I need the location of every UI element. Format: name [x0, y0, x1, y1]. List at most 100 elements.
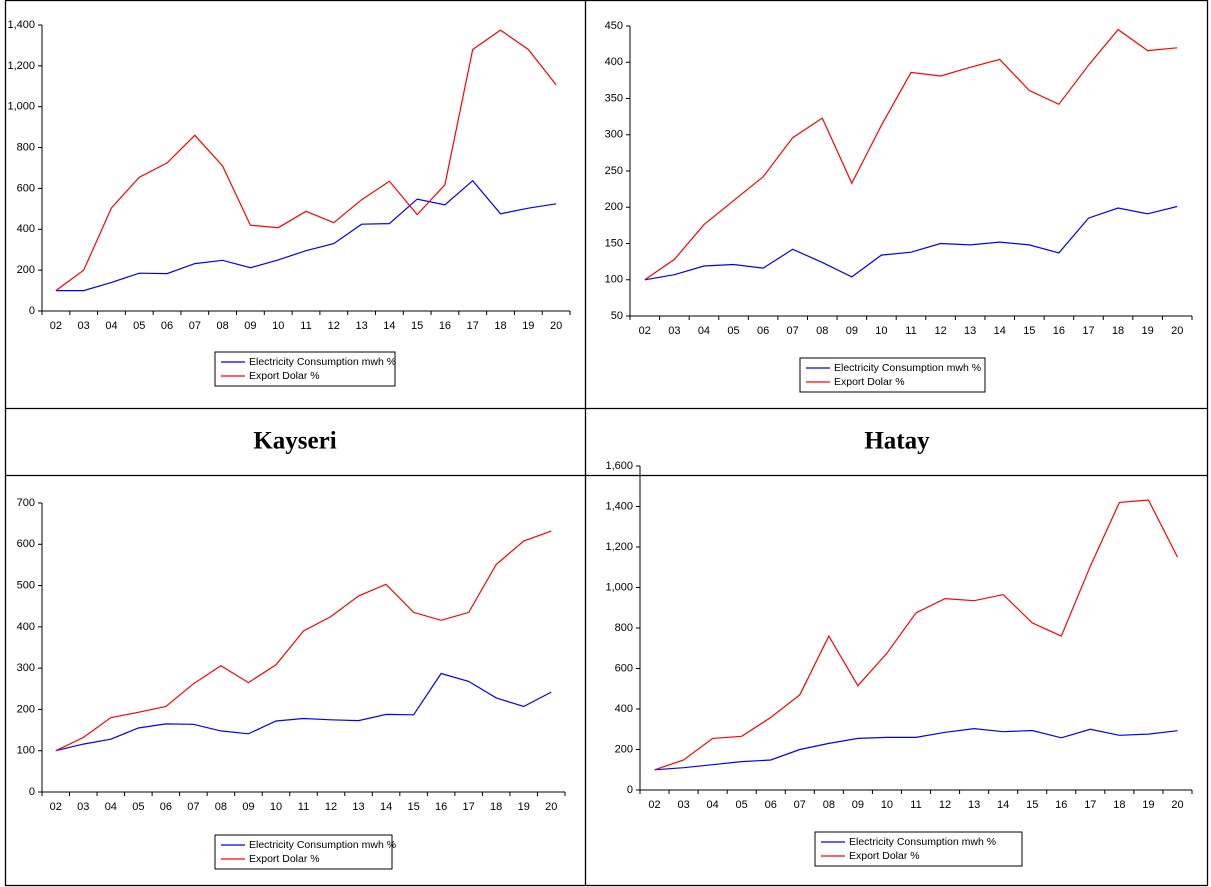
y-tick-label: 600	[17, 538, 35, 550]
x-tick-label: 02	[50, 320, 62, 332]
y-tick-label: 200	[17, 264, 35, 276]
y-tick-label: 200	[615, 743, 633, 755]
y-tick-label: 800	[615, 622, 633, 634]
y-tick-label: 300	[17, 662, 35, 674]
x-tick-label: 08	[217, 320, 229, 332]
x-tick-label: 14	[380, 801, 392, 813]
series-line	[55, 29, 557, 292]
x-tick-label: 16	[1053, 325, 1065, 337]
x-tick-label: 14	[994, 325, 1006, 337]
x-tick-label: 06	[160, 801, 172, 813]
x-tick-label: 19	[1142, 325, 1154, 337]
x-tick-label: 02	[639, 325, 651, 337]
series-line	[654, 499, 1179, 771]
x-tick-label: 11	[300, 320, 311, 332]
x-tick-label: 15	[407, 801, 419, 813]
x-tick-label: 06	[161, 320, 173, 332]
x-tick-label: 04	[105, 320, 117, 332]
x-tick-label: 06	[757, 325, 769, 337]
x-tick-label: 05	[132, 801, 144, 813]
x-tick-label: 17	[1082, 325, 1094, 337]
x-tick-label: 09	[846, 325, 858, 337]
x-tick-label: 03	[78, 320, 90, 332]
y-tick-label: 1,200	[605, 541, 633, 553]
x-tick-label: 17	[1084, 799, 1096, 811]
x-tick-label: 11	[910, 799, 921, 811]
y-tick-label: 200	[17, 703, 35, 715]
x-tick-label: 12	[325, 801, 337, 813]
legend-label: Export Dolar %	[249, 370, 320, 382]
legend-box	[814, 831, 1023, 867]
x-tick-label: 07	[787, 325, 799, 337]
y-tick-label: 350	[605, 92, 623, 104]
y-tick-label: 600	[17, 182, 35, 194]
x-tick-label: 15	[1023, 325, 1035, 337]
x-tick-label: 11	[905, 325, 916, 337]
x-tick-label: 08	[816, 325, 828, 337]
x-tick-label: 15	[1026, 799, 1038, 811]
x-tick-label: 13	[964, 325, 976, 337]
y-tick-label: 800	[17, 141, 35, 153]
x-tick-label: 11	[298, 801, 309, 813]
y-tick-label: 250	[605, 165, 623, 177]
table-frame	[4, 0, 1209, 887]
x-tick-label: 12	[934, 325, 946, 337]
x-tick-label: 10	[270, 801, 282, 813]
y-tick-label: 100	[605, 274, 623, 286]
x-tick-label: 16	[435, 801, 447, 813]
series-line	[654, 727, 1178, 771]
x-tick-label: 17	[463, 801, 475, 813]
x-tick-label: 20	[1171, 799, 1183, 811]
y-tick-label: 50	[611, 310, 623, 322]
x-tick-label: 07	[794, 799, 806, 811]
x-tick-label: 16	[439, 320, 451, 332]
x-tick-label: 02	[648, 799, 660, 811]
x-tick-label: 02	[50, 801, 62, 813]
x-tick-label: 13	[968, 799, 980, 811]
x-tick-label: 13	[352, 801, 364, 813]
x-tick-label: 18	[490, 801, 502, 813]
y-tick-label: 500	[17, 579, 35, 591]
x-tick-label: 15	[411, 320, 423, 332]
y-tick-label: 200	[605, 201, 623, 213]
x-tick-label: 05	[736, 799, 748, 811]
x-tick-label: 19	[1142, 799, 1154, 811]
y-tick-label: 400	[17, 223, 35, 235]
legend-label: Electricity Consumption mwh %	[849, 836, 996, 848]
series-line	[55, 179, 557, 292]
x-tick-label: 14	[997, 799, 1009, 811]
y-tick-label: 0	[29, 786, 35, 798]
y-tick-label: 600	[615, 662, 633, 674]
legend-box	[799, 357, 986, 393]
y-tick-label: 1,000	[7, 101, 35, 113]
y-tick-label: 400	[17, 621, 35, 633]
y-tick-label: 1,000	[605, 581, 633, 593]
x-tick-label: 10	[881, 799, 893, 811]
legend-box	[214, 351, 396, 387]
x-tick-label: 10	[875, 325, 887, 337]
series-line	[55, 672, 552, 752]
legend-label: Export Dolar %	[834, 376, 905, 388]
x-tick-label: 07	[187, 801, 199, 813]
y-tick-label: 0	[627, 784, 633, 796]
x-tick-label: 10	[272, 320, 284, 332]
x-tick-label: 06	[765, 799, 777, 811]
x-tick-label: 19	[522, 320, 534, 332]
y-tick-label: 400	[605, 56, 623, 68]
y-tick-label: 300	[605, 129, 623, 141]
x-tick-label: 08	[215, 801, 227, 813]
y-tick-label: 1,600	[605, 460, 633, 472]
y-tick-label: 1,400	[605, 500, 633, 512]
x-tick-label: 04	[698, 325, 710, 337]
x-tick-label: 18	[494, 320, 506, 332]
y-tick-label: 700	[17, 497, 35, 509]
x-tick-label: 05	[727, 325, 739, 337]
x-tick-label: 20	[545, 801, 557, 813]
x-tick-label: 12	[328, 320, 340, 332]
x-tick-label: 04	[707, 799, 719, 811]
y-tick-label: 450	[605, 20, 623, 32]
x-tick-label: 12	[939, 799, 951, 811]
x-tick-label: 20	[1171, 325, 1183, 337]
x-tick-label: 17	[467, 320, 479, 332]
legend-label: Electricity Consumption mwh %	[249, 356, 396, 368]
